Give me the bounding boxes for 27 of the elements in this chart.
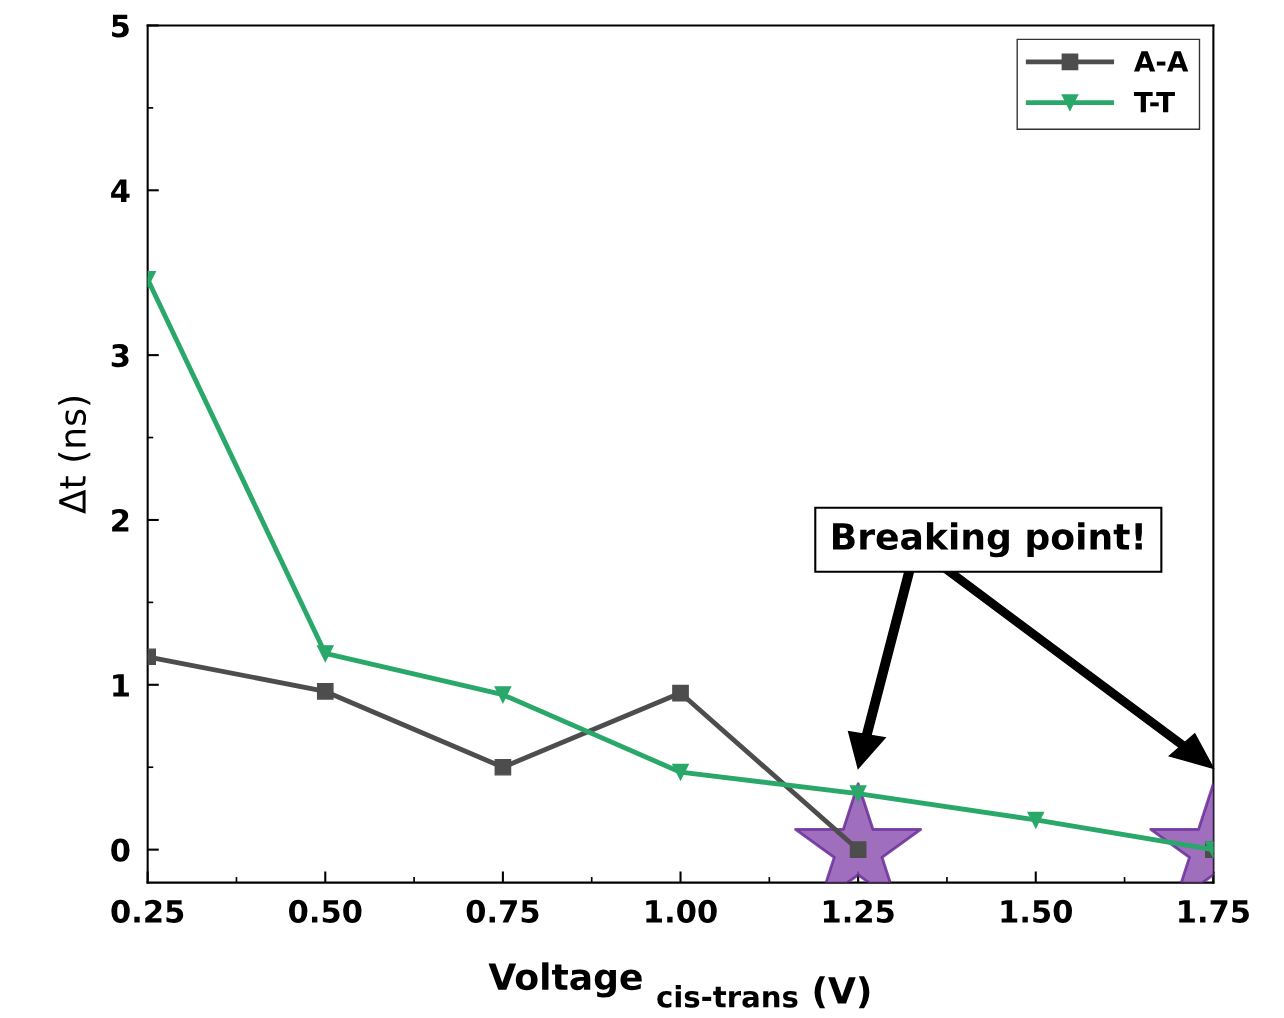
y-tick-label: 1 [113,674,129,697]
x-tick-label: 0.25 [111,899,184,923]
y-axis-title: Δt (ns) [58,397,91,514]
y-tick-label: 5 [112,14,129,38]
x-tick-label: 0.75 [466,899,539,923]
x-axis-title: Voltage cis-trans (V) [488,962,870,1009]
point [316,683,334,700]
y-tick-label: 4 [111,179,130,202]
point [672,763,689,781]
x-tick-label: 1.50 [1001,899,1072,923]
x-tick-label: 1.00 [646,899,717,923]
point [494,758,512,776]
x-tick-label: 1.75 [1179,900,1249,923]
point [672,684,689,702]
point [494,686,512,704]
legend-label: A-A [1133,51,1189,72]
point [316,645,334,662]
x-tick-label: 1.25 [823,899,894,923]
y-tick-label: 2 [112,508,129,532]
point [1027,811,1045,829]
y-tick-label: 0 [111,838,130,862]
annotation: Breaking point! [833,522,1142,558]
point [849,841,867,858]
y-tick-label: 3 [111,344,129,368]
legend-label: T-T [1133,92,1175,113]
x-tick-label: 0.50 [289,899,362,923]
point [849,785,867,802]
